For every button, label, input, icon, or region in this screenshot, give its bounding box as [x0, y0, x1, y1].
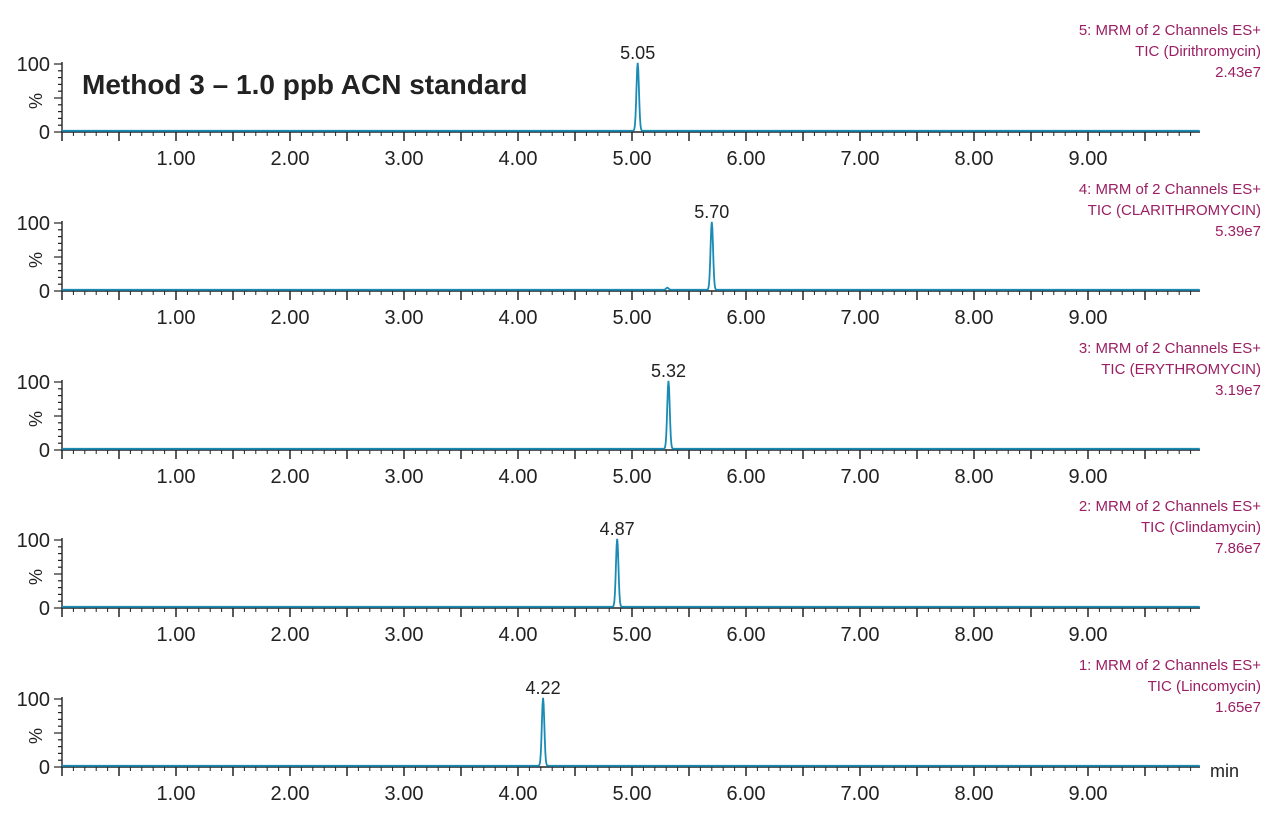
- x-tick-label: 8.00: [955, 307, 994, 329]
- y-axis-unit: %: [26, 728, 46, 744]
- x-tick-label: 5.00: [613, 148, 652, 170]
- peak-label: 4.87: [600, 519, 635, 539]
- channel-info-line: 5.39e7: [1215, 223, 1261, 240]
- chromatogram-panel: 100 0% 1.00 2.00 3.00 4.00 5.00 6.00 7.00 8.00 9.0…: [17, 22, 1262, 170]
- channel-info-line: 2.43e7: [1215, 64, 1261, 81]
- peak-label: 4.22: [526, 678, 561, 698]
- chromatogram-panel: 100 0% 1.00 2.00 3.00 4.00 5.00 6.00 7.00 8.00 9.0…: [17, 340, 1262, 488]
- channel-info-line: TIC (Dirithromycin): [1135, 43, 1261, 60]
- x-tick-label: 1.00: [157, 624, 196, 646]
- y-axis-unit: %: [26, 252, 46, 268]
- x-tick-label: 3.00: [385, 783, 424, 805]
- x-tick-label: 1.00: [157, 466, 196, 488]
- channel-info-line: 7.86e7: [1215, 540, 1261, 557]
- y-tick-label: 100: [17, 54, 50, 76]
- x-tick-label: 7.00: [841, 148, 880, 170]
- peak-label: 5.32: [651, 361, 686, 381]
- x-tick-label: 8.00: [955, 783, 994, 805]
- y-tick-label: 0: [39, 440, 50, 462]
- channel-info-line: 3.19e7: [1215, 382, 1261, 399]
- x-tick-label: 3.00: [385, 624, 424, 646]
- peak-label: 5.70: [694, 202, 729, 222]
- x-tick-label: 9.00: [1069, 466, 1108, 488]
- x-tick-label: 1.00: [157, 783, 196, 805]
- x-axis-unit: min: [1210, 761, 1239, 781]
- chromatogram-trace: [62, 538, 1200, 608]
- channel-info-line: TIC (Clindamycin): [1141, 519, 1261, 536]
- x-tick-label: 2.00: [271, 783, 310, 805]
- chromatogram-panel: 100 0% 1.00 2.00 3.00 4.00 5.00 6.00 7.00 8.00 9.0…: [17, 657, 1262, 805]
- y-tick-label: 0: [39, 281, 50, 303]
- channel-info-line: 1: MRM of 2 Channels ES+: [1079, 657, 1261, 674]
- x-tick-label: 5.00: [613, 307, 652, 329]
- x-tick-label: 1.00: [157, 148, 196, 170]
- x-tick-label: 7.00: [841, 624, 880, 646]
- x-tick-label: 9.00: [1069, 783, 1108, 805]
- y-tick-label: 100: [17, 213, 50, 235]
- channel-info-line: 5: MRM of 2 Channels ES+: [1079, 22, 1261, 39]
- chromatogram-panel: 100 0% 1.00 2.00 3.00 4.00 5.00 6.00 7.00 8.00 9.0…: [17, 181, 1262, 329]
- chromatogram-trace: [62, 380, 1200, 450]
- x-tick-label: 5.00: [613, 624, 652, 646]
- y-tick-label: 100: [17, 689, 50, 711]
- channel-info-line: 4: MRM of 2 Channels ES+: [1079, 181, 1261, 198]
- x-tick-label: 7.00: [841, 307, 880, 329]
- x-tick-label: 9.00: [1069, 307, 1108, 329]
- x-tick-label: 9.00: [1069, 148, 1108, 170]
- x-tick-label: 5.00: [613, 783, 652, 805]
- y-axis-unit: %: [26, 411, 46, 427]
- chromatogram-trace: [62, 221, 1200, 291]
- x-tick-label: 6.00: [727, 307, 766, 329]
- x-tick-label: 3.00: [385, 148, 424, 170]
- x-tick-label: 5.00: [613, 466, 652, 488]
- x-tick-label: 4.00: [499, 783, 538, 805]
- y-axis-unit: %: [26, 569, 46, 585]
- x-tick-label: 8.00: [955, 466, 994, 488]
- channel-info-line: TIC (Lincomycin): [1148, 678, 1261, 695]
- chromatogram-trace: [62, 697, 1200, 767]
- x-tick-label: 6.00: [727, 148, 766, 170]
- x-tick-label: 7.00: [841, 466, 880, 488]
- x-tick-label: 6.00: [727, 783, 766, 805]
- x-tick-label: 2.00: [271, 624, 310, 646]
- chart-title: Method 3 – 1.0 ppb ACN standard: [82, 69, 527, 100]
- x-tick-label: 4.00: [499, 148, 538, 170]
- channel-info-line: 2: MRM of 2 Channels ES+: [1079, 498, 1261, 515]
- y-axis-unit: %: [26, 93, 46, 109]
- channel-info-line: 1.65e7: [1215, 699, 1261, 716]
- x-tick-label: 8.00: [955, 624, 994, 646]
- chromatogram-panel: 100 0% 1.00 2.00 3.00 4.00 5.00 6.00 7.00 8.00 9.0…: [17, 498, 1262, 646]
- x-tick-label: 1.00: [157, 307, 196, 329]
- x-tick-label: 3.00: [385, 466, 424, 488]
- x-tick-label: 7.00: [841, 783, 880, 805]
- peak-label: 5.05: [620, 43, 655, 63]
- y-tick-label: 0: [39, 757, 50, 779]
- x-tick-label: 4.00: [499, 624, 538, 646]
- y-tick-label: 0: [39, 598, 50, 620]
- chromatogram-trace: [62, 62, 1200, 132]
- x-tick-label: 3.00: [385, 307, 424, 329]
- x-tick-label: 4.00: [499, 466, 538, 488]
- y-tick-label: 100: [17, 530, 50, 552]
- channel-info-line: TIC (ERYTHROMYCIN): [1101, 361, 1261, 378]
- x-tick-label: 6.00: [727, 466, 766, 488]
- x-tick-label: 2.00: [271, 148, 310, 170]
- x-tick-label: 4.00: [499, 307, 538, 329]
- y-tick-label: 0: [39, 122, 50, 144]
- x-tick-label: 2.00: [271, 307, 310, 329]
- x-tick-label: 8.00: [955, 148, 994, 170]
- channel-info-line: TIC (CLARITHROMYCIN): [1088, 202, 1261, 219]
- x-tick-label: 9.00: [1069, 624, 1108, 646]
- y-tick-label: 100: [17, 372, 50, 394]
- x-tick-label: 2.00: [271, 466, 310, 488]
- channel-info-line: 3: MRM of 2 Channels ES+: [1079, 340, 1261, 357]
- x-tick-label: 6.00: [727, 624, 766, 646]
